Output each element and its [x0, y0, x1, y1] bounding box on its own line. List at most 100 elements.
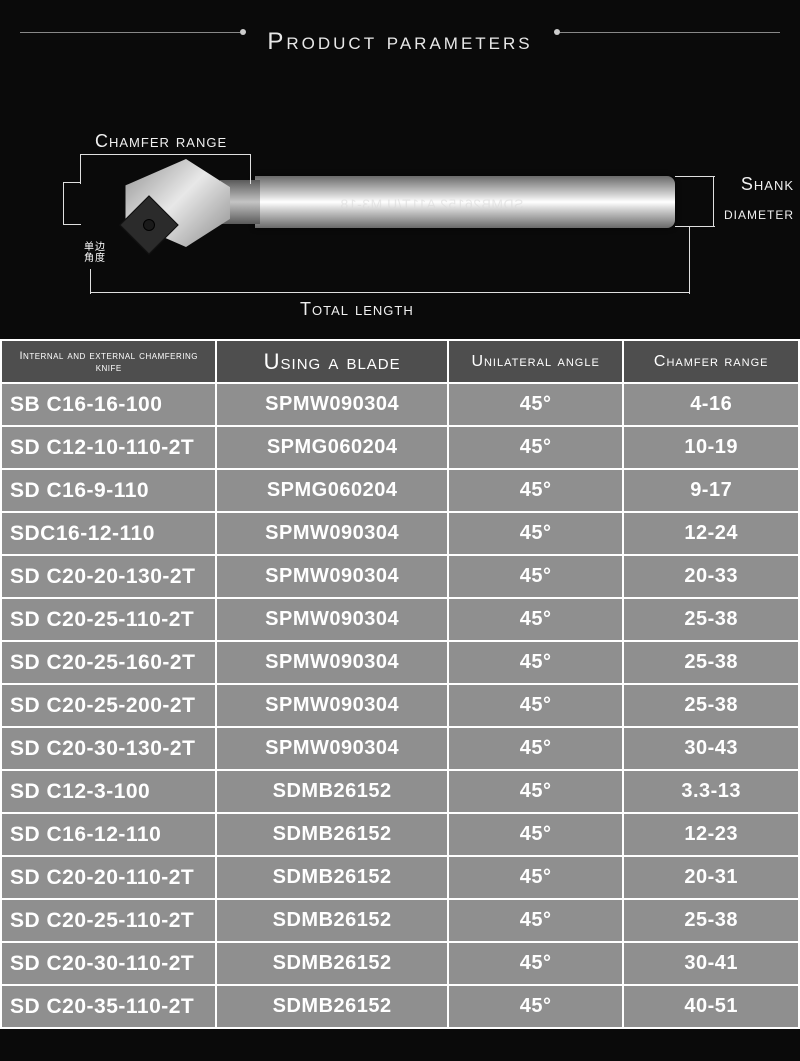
- cell-chamfer: 12-23: [623, 813, 799, 856]
- cell-model: SD C20-25-110-2T: [1, 899, 216, 942]
- dim-line: [675, 226, 715, 227]
- table-row: SD C20-25-160-2TSPMW09030445°25-38: [1, 641, 799, 684]
- tool-diagram: SDMB26152 A11T/U M3-18 Chamfer range Sha…: [0, 64, 800, 339]
- decor-dot-right: [554, 29, 560, 35]
- cell-model: SD C20-25-110-2T: [1, 598, 216, 641]
- cell-model: SD C20-25-200-2T: [1, 684, 216, 727]
- table-row: SD C20-25-110-2TSDMB2615245°25-38: [1, 899, 799, 942]
- cell-chamfer: 30-43: [623, 727, 799, 770]
- cell-model: SD C20-25-160-2T: [1, 641, 216, 684]
- cell-chamfer: 25-38: [623, 899, 799, 942]
- cell-angle: 45°: [448, 985, 624, 1028]
- cell-model: SB C16-16-100: [1, 383, 216, 426]
- table-row: SB C16-16-100SPMW09030445°4-16: [1, 383, 799, 426]
- dim-line: [689, 227, 690, 294]
- cell-angle: 45°: [448, 727, 624, 770]
- cell-blade: SPMW090304: [216, 555, 447, 598]
- cell-blade: SDMB26152: [216, 985, 447, 1028]
- page-title-text: Product parameters: [267, 28, 532, 55]
- cell-angle: 45°: [448, 426, 624, 469]
- table-row: SD C12-3-100SDMB2615245°3.3-13: [1, 770, 799, 813]
- cell-angle: 45°: [448, 856, 624, 899]
- cell-blade: SPMG060204: [216, 469, 447, 512]
- col-header-angle: Unilateral angle: [448, 340, 624, 383]
- cell-chamfer: 25-38: [623, 598, 799, 641]
- shank-diameter-label-2: diameter: [724, 204, 794, 224]
- cell-blade: SPMG060204: [216, 426, 447, 469]
- dim-line: [90, 292, 690, 293]
- cell-angle: 45°: [448, 555, 624, 598]
- dim-line: [80, 154, 81, 184]
- dim-line: [250, 154, 251, 184]
- cell-angle: 45°: [448, 770, 624, 813]
- cell-model: SDC16-12-110: [1, 512, 216, 555]
- table-row: SD C20-35-110-2TSDMB2615245°40-51: [1, 985, 799, 1028]
- cell-blade: SPMW090304: [216, 383, 447, 426]
- cell-chamfer: 20-31: [623, 856, 799, 899]
- table-header-row: Internal and external chamfering knife U…: [1, 340, 799, 383]
- table-row: SD C20-20-110-2TSDMB2615245°20-31: [1, 856, 799, 899]
- table-row: SD C20-30-110-2TSDMB2615245°30-41: [1, 942, 799, 985]
- cell-model: SD C12-3-100: [1, 770, 216, 813]
- cell-blade: SDMB26152: [216, 770, 447, 813]
- cell-angle: 45°: [448, 684, 624, 727]
- cell-model: SD C20-20-110-2T: [1, 856, 216, 899]
- decor-dot-left: [240, 29, 246, 35]
- dim-line: [713, 176, 714, 226]
- cell-angle: 45°: [448, 813, 624, 856]
- cell-blade: SPMW090304: [216, 684, 447, 727]
- cell-chamfer: 30-41: [623, 942, 799, 985]
- cell-angle: 45°: [448, 942, 624, 985]
- dim-line: [63, 224, 81, 225]
- cell-angle: 45°: [448, 512, 624, 555]
- dim-line: [63, 182, 81, 183]
- cell-chamfer: 20-33: [623, 555, 799, 598]
- cell-angle: 45°: [448, 899, 624, 942]
- cell-model: SD C20-35-110-2T: [1, 985, 216, 1028]
- shank-engraving: SDMB26152 A11T/U M3-18: [340, 196, 524, 212]
- col-header-blade: Using a blade: [216, 340, 447, 383]
- cell-blade: SDMB26152: [216, 899, 447, 942]
- cell-blade: SPMW090304: [216, 598, 447, 641]
- dim-line: [90, 269, 91, 294]
- cell-model: SD C20-20-130-2T: [1, 555, 216, 598]
- cell-blade: SPMW090304: [216, 641, 447, 684]
- table-row: SD C20-25-110-2TSPMW09030445°25-38: [1, 598, 799, 641]
- cell-chamfer: 4-16: [623, 383, 799, 426]
- total-length-label: Total length: [300, 299, 414, 320]
- cell-chamfer: 9-17: [623, 469, 799, 512]
- cell-model: SD C20-30-110-2T: [1, 942, 216, 985]
- cell-blade: SDMB26152: [216, 942, 447, 985]
- cell-blade: SPMW090304: [216, 727, 447, 770]
- table-row: SD C20-30-130-2TSPMW09030445°30-43: [1, 727, 799, 770]
- col-header-chamfer: Chamfer range: [623, 340, 799, 383]
- cell-chamfer: 25-38: [623, 684, 799, 727]
- col-header-model: Internal and external chamfering knife: [1, 340, 216, 383]
- cell-chamfer: 12-24: [623, 512, 799, 555]
- table-row: SD C20-25-200-2TSPMW09030445°25-38: [1, 684, 799, 727]
- cell-chamfer: 10-19: [623, 426, 799, 469]
- cell-angle: 45°: [448, 641, 624, 684]
- table-row: SD C20-20-130-2TSPMW09030445°20-33: [1, 555, 799, 598]
- cell-model: SD C16-12-110: [1, 813, 216, 856]
- cell-angle: 45°: [448, 469, 624, 512]
- cell-angle: 45°: [448, 383, 624, 426]
- dim-line: [80, 154, 250, 155]
- table-row: SD C12-10-110-2TSPMG06020445°10-19: [1, 426, 799, 469]
- cell-blade: SDMB26152: [216, 813, 447, 856]
- table-row: SD C16-9-110SPMG06020445°9-17: [1, 469, 799, 512]
- shank-diameter-label-1: Shank: [741, 174, 794, 195]
- cell-chamfer: 3.3-13: [623, 770, 799, 813]
- dim-line: [63, 182, 64, 224]
- cell-model: SD C20-30-130-2T: [1, 727, 216, 770]
- cell-angle: 45°: [448, 598, 624, 641]
- cell-model: SD C16-9-110: [1, 469, 216, 512]
- page-title: Product parameters: [0, 0, 800, 64]
- cell-blade: SDMB26152: [216, 856, 447, 899]
- table-row: SD C16-12-110SDMB2615245°12-23: [1, 813, 799, 856]
- cell-model: SD C12-10-110-2T: [1, 426, 216, 469]
- cell-chamfer: 40-51: [623, 985, 799, 1028]
- unilateral-angle-cn-label: 单边 角度: [84, 242, 106, 264]
- table-row: SDC16-12-110SPMW09030445°12-24: [1, 512, 799, 555]
- cell-blade: SPMW090304: [216, 512, 447, 555]
